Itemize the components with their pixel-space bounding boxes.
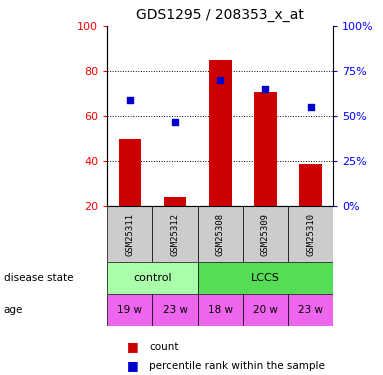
Bar — [288, 294, 333, 326]
Point — [127, 97, 133, 103]
Text: age: age — [4, 305, 23, 315]
Bar — [198, 262, 333, 294]
Bar — [107, 206, 152, 262]
Text: ■: ■ — [126, 340, 138, 353]
Text: control: control — [133, 273, 172, 283]
Bar — [152, 294, 198, 326]
Point — [172, 118, 178, 124]
Text: 20 w: 20 w — [253, 305, 278, 315]
Bar — [209, 60, 231, 206]
Text: 19 w: 19 w — [117, 305, 142, 315]
Bar — [152, 206, 198, 262]
Text: 18 w: 18 w — [208, 305, 233, 315]
Text: GSM25309: GSM25309 — [261, 213, 270, 256]
Text: GSM25311: GSM25311 — [125, 213, 134, 256]
Text: 23 w: 23 w — [298, 305, 323, 315]
Text: count: count — [149, 342, 179, 352]
Text: disease state: disease state — [4, 273, 73, 283]
Bar — [254, 92, 277, 206]
Bar — [164, 197, 187, 206]
Bar — [107, 294, 152, 326]
Text: 23 w: 23 w — [162, 305, 188, 315]
Text: LCCS: LCCS — [251, 273, 280, 283]
Bar — [198, 206, 243, 262]
Text: GSM25308: GSM25308 — [216, 213, 225, 256]
Point — [217, 77, 223, 83]
Title: GDS1295 / 208353_x_at: GDS1295 / 208353_x_at — [136, 9, 304, 22]
Bar — [300, 164, 322, 206]
Bar — [243, 294, 288, 326]
Text: ■: ■ — [126, 359, 138, 372]
Bar — [198, 294, 243, 326]
Point — [308, 104, 314, 110]
Text: GSM25312: GSM25312 — [170, 213, 180, 256]
Bar — [288, 206, 333, 262]
Point — [262, 86, 268, 92]
Text: percentile rank within the sample: percentile rank within the sample — [149, 361, 325, 370]
Text: GSM25310: GSM25310 — [306, 213, 315, 256]
Bar — [119, 139, 141, 206]
Bar — [243, 206, 288, 262]
Bar — [107, 262, 198, 294]
